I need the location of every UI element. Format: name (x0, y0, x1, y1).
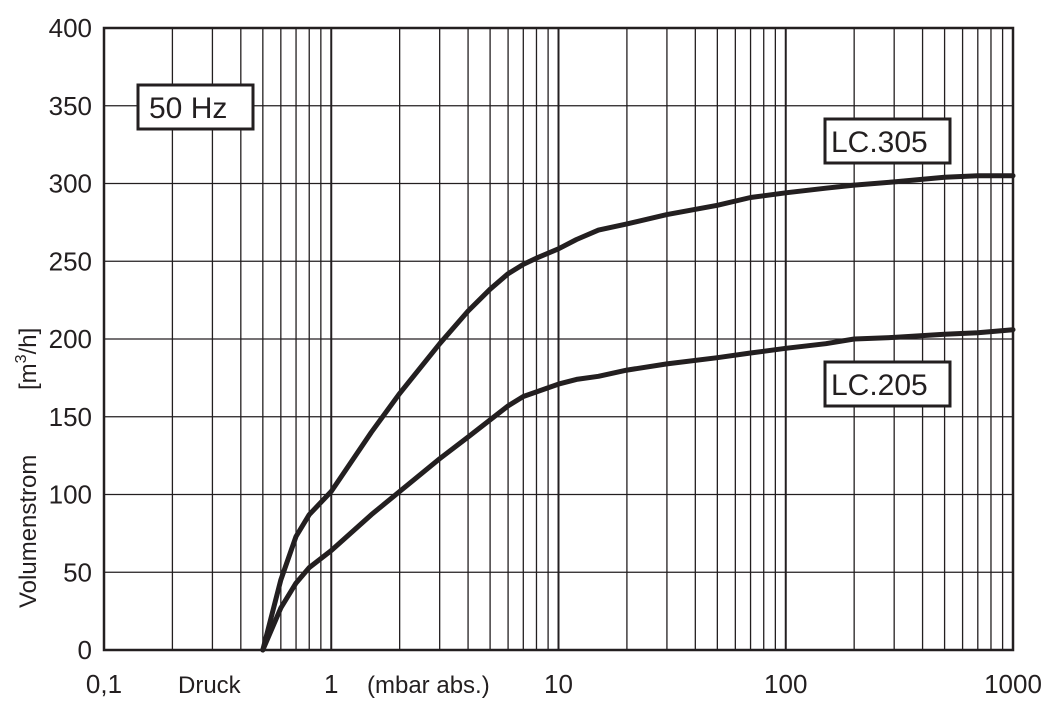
series-label-lc205: LC.205 (831, 369, 928, 402)
y-tick-labels: 0 50 100 150 200 250 300 350 400 (49, 13, 92, 665)
y-unit-sup: 3 (13, 354, 30, 363)
y-tick-label: 350 (49, 91, 92, 121)
series-label-lc305: LC.305 (831, 126, 928, 159)
y-tick-label: 250 (49, 246, 92, 276)
x-tick-label: 1000 (984, 669, 1042, 699)
frequency-annotation-box (136, 83, 255, 131)
frequency-annotation: 50 Hz (149, 92, 227, 125)
series-line-lc205 (260, 327, 1016, 653)
series-label-box-lc205 (823, 360, 952, 408)
x-tick-labels: 0,1 1 10 100 1000 (86, 669, 1042, 699)
plot-frame (102, 26, 1015, 652)
x-tick-label: 100 (764, 669, 807, 699)
y-unit-pre: [m (15, 363, 42, 390)
y-tick-label: 400 (49, 13, 92, 43)
y-axis-label: Volumenstrom (15, 455, 42, 608)
y-unit-post: /h] (15, 328, 42, 355)
y-tick-label: 100 (49, 480, 92, 510)
y-tick-label: 0 (78, 635, 92, 665)
grid (102, 26, 1015, 652)
x-tick-label: 10 (544, 669, 573, 699)
series-lines (260, 173, 1016, 653)
series-line-lc305 (260, 173, 1016, 653)
series-label-box-lc305 (823, 117, 952, 165)
y-axis-unit: [m3/h] (13, 328, 42, 390)
y-tick-label: 150 (49, 402, 92, 432)
y-tick-label: 50 (63, 557, 92, 587)
x-tick-label: 0,1 (86, 669, 122, 699)
x-axis-unit: (mbar abs.) (367, 672, 490, 699)
x-tick-label: 1 (324, 669, 338, 699)
y-tick-label: 300 (49, 169, 92, 199)
x-axis-label: Druck (178, 672, 242, 699)
y-tick-label: 200 (49, 324, 92, 354)
